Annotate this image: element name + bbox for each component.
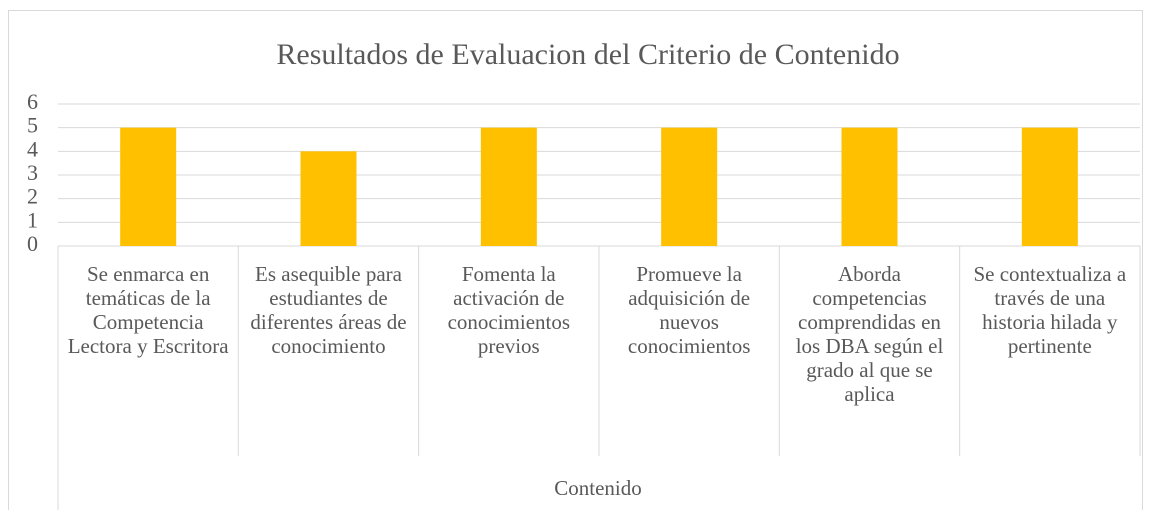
y-tick-label: 2 (27, 184, 38, 209)
y-tick-label: 4 (27, 136, 38, 161)
bar (120, 127, 177, 246)
bar (480, 127, 537, 246)
bar (300, 151, 357, 246)
x-tick-label: Es asequible para estudiantes de diferen… (250, 262, 407, 358)
chart-title: Resultados de Evaluacion del Criterio de… (276, 38, 899, 71)
x-tick-label: Fomenta la activación de conocimientos p… (447, 262, 571, 358)
x-tick-label: Se enmarca en temáticas de la Competenci… (67, 262, 229, 358)
x-tick-label: Promueve la adquisición de nuevos conoci… (627, 262, 751, 358)
bar (1021, 127, 1078, 246)
y-tick-label: 6 (27, 89, 38, 114)
y-tick-label: 5 (27, 113, 38, 138)
y-tick-label: 0 (27, 231, 38, 256)
x-axis-label: Contenido (554, 476, 642, 500)
x-tick-label: Se contextualiza a través de una histori… (973, 262, 1127, 358)
bar (661, 127, 718, 246)
chart-border (8, 10, 1143, 510)
bar (841, 127, 898, 246)
y-tick-label: 1 (27, 207, 38, 232)
x-tick-label: Aborda competencias comprendidas en los … (795, 262, 944, 406)
y-tick-label: 3 (27, 160, 38, 185)
